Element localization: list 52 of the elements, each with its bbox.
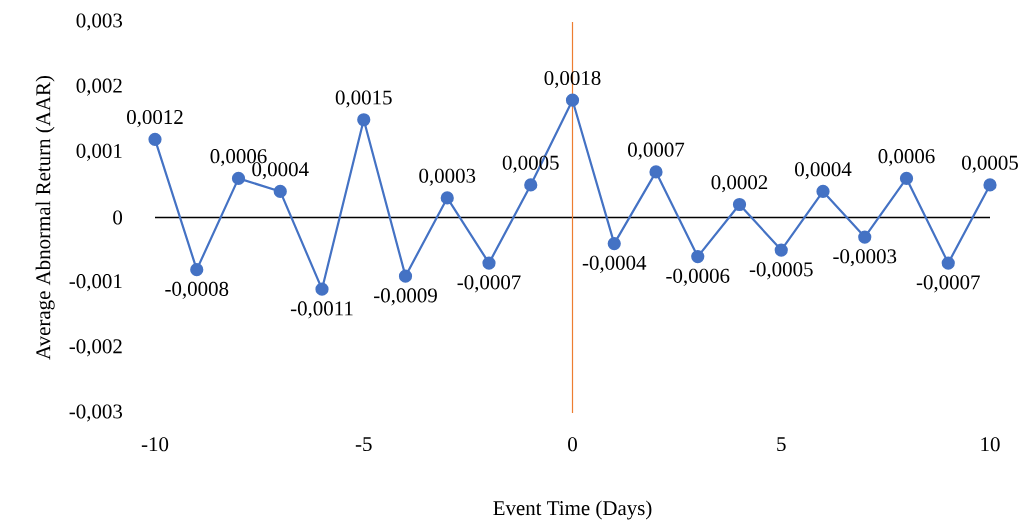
x-tick-label: -5 bbox=[355, 436, 372, 451]
data-label: 0,0012 bbox=[127, 109, 183, 127]
data-label: 0,0006 bbox=[878, 148, 935, 167]
point bbox=[941, 256, 955, 270]
x-tick-label: 10 bbox=[981, 436, 1000, 452]
point bbox=[524, 178, 538, 192]
data-label: 0,0003 bbox=[419, 168, 476, 186]
data-label: -0,0003 bbox=[833, 249, 897, 267]
data-label: 0,0005 bbox=[962, 155, 1018, 173]
point bbox=[732, 197, 747, 211]
point bbox=[440, 191, 454, 205]
point bbox=[398, 269, 413, 283]
data-label: 0,0002 bbox=[711, 174, 768, 193]
point bbox=[190, 262, 204, 277]
y-tick-label: 0,002 bbox=[76, 78, 122, 96]
data-label: 0,0015 bbox=[335, 90, 392, 108]
point bbox=[565, 93, 580, 107]
data-label: 0,0004 bbox=[795, 161, 852, 180]
x-tick-label: -10 bbox=[141, 436, 169, 452]
data-label: -0,0007 bbox=[916, 275, 980, 293]
point bbox=[231, 171, 246, 185]
y-tick-label: -0,003 bbox=[69, 404, 123, 422]
y-tick-label: -0,001 bbox=[69, 273, 122, 292]
data-label: -0,0007 bbox=[457, 275, 521, 293]
point bbox=[774, 243, 788, 257]
data-label: -0,0004 bbox=[582, 255, 647, 273]
point bbox=[899, 171, 914, 185]
point bbox=[357, 112, 371, 127]
data-label: 0,0007 bbox=[628, 142, 685, 160]
point bbox=[482, 256, 496, 270]
y-tick-label: 0,001 bbox=[76, 143, 122, 161]
y-tick-label: 0,003 bbox=[76, 13, 123, 31]
data-label: -0,0005 bbox=[749, 262, 813, 280]
point bbox=[273, 184, 287, 198]
point bbox=[816, 184, 830, 198]
point bbox=[858, 230, 872, 244]
point bbox=[691, 249, 705, 263]
data-label: -0,0009 bbox=[374, 288, 437, 306]
data-label: -0,0006 bbox=[666, 268, 730, 286]
point bbox=[983, 178, 997, 192]
point bbox=[148, 132, 162, 146]
point bbox=[315, 282, 329, 296]
x-axis-title: Event Time (Days) bbox=[493, 500, 652, 520]
x-tick-label: 5 bbox=[777, 436, 786, 451]
y-axis-title: Average Abnormal Return (AAR) bbox=[35, 75, 55, 360]
point bbox=[607, 236, 621, 250]
data-label: -0,0011 bbox=[290, 301, 353, 319]
y-tick-label: -0,002 bbox=[69, 339, 122, 357]
y-tick-label: 0 bbox=[113, 210, 123, 225]
data-label: -0,0008 bbox=[165, 281, 229, 299]
point bbox=[649, 165, 663, 179]
x-tick-label: 0 bbox=[568, 436, 577, 452]
